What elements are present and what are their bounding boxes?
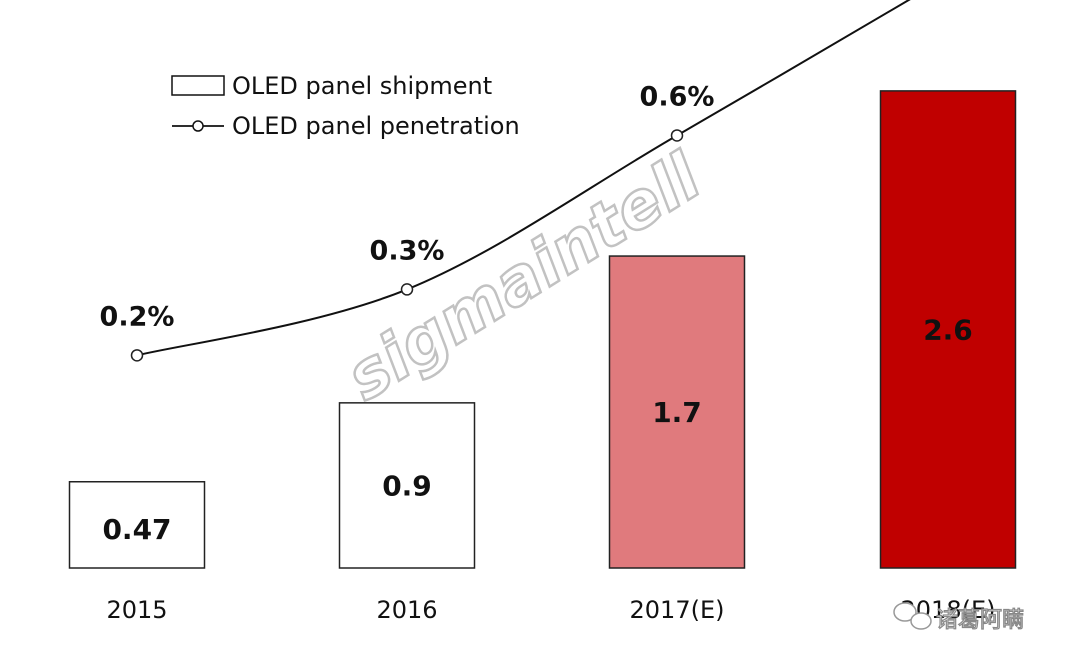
penetration-value-label: 0.2%	[100, 301, 175, 332]
bar-2015	[68, 481, 206, 569]
x-tick-label: 2017(E)	[630, 596, 725, 624]
penetration-line	[136, 0, 911, 357]
wechat-icon	[893, 602, 932, 630]
bar-value-label: 0.9	[382, 469, 432, 502]
legend-label-shipment: OLED panel shipment	[232, 72, 492, 100]
legend-label-penetration: OLED panel penetration	[232, 112, 520, 140]
credit: 诸葛阿瞒	[893, 602, 1025, 634]
legend-marker-penetration	[192, 120, 204, 132]
bar-2017(E)	[608, 255, 746, 569]
bar-value-label: 1.7	[652, 396, 702, 429]
bar-value-label: 0.47	[102, 513, 171, 546]
bars-layer	[68, 90, 1017, 569]
legend: OLED panel shipment OLED panel penetrati…	[171, 72, 520, 140]
line-layer	[130, 0, 911, 362]
x-tick-label: 2015	[106, 596, 167, 624]
credit-text: 诸葛阿瞒	[936, 608, 1024, 633]
bar-2018(E)	[879, 90, 1017, 569]
legend-swatch-shipment	[171, 75, 225, 96]
bar-value-label: 2.6	[923, 313, 973, 346]
labels-layer: 0.4720150.920161.72017(E)2.62018(E)0.2%0…	[100, 81, 996, 624]
penetration-value-label: 0.6%	[640, 81, 715, 112]
penetration-value-label: 0.3%	[370, 235, 445, 266]
penetration-point	[400, 283, 414, 296]
bar-2016	[338, 402, 476, 569]
penetration-point	[130, 349, 144, 362]
x-tick-label: 2016	[376, 596, 437, 624]
penetration-point	[670, 129, 684, 142]
